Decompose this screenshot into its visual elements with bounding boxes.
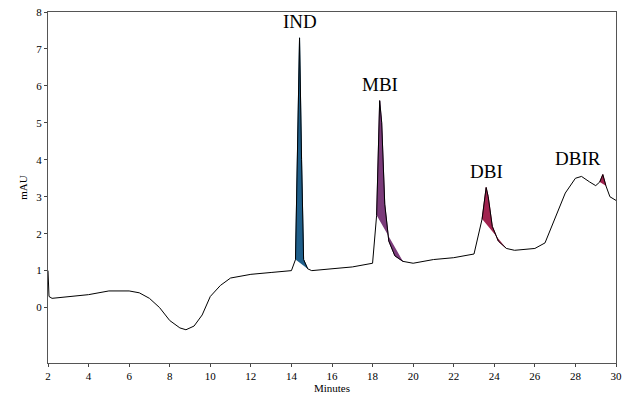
svg-text:8: 8 [167, 370, 173, 382]
svg-text:DBI: DBI [470, 161, 503, 182]
svg-text:30: 30 [611, 370, 623, 382]
svg-text:DBIR: DBIR [555, 148, 601, 169]
svg-text:6: 6 [126, 370, 132, 382]
svg-text:Minutes: Minutes [314, 382, 350, 394]
svg-text:2: 2 [36, 228, 42, 240]
svg-text:6: 6 [36, 80, 42, 92]
svg-text:MBI: MBI [362, 74, 398, 95]
svg-text:2: 2 [45, 370, 51, 382]
svg-text:26: 26 [529, 370, 541, 382]
svg-text:10: 10 [205, 370, 217, 382]
svg-text:1: 1 [36, 264, 42, 276]
svg-text:5: 5 [36, 117, 42, 129]
svg-text:20: 20 [408, 370, 420, 382]
svg-text:IND: IND [283, 11, 317, 32]
svg-text:3: 3 [36, 191, 42, 203]
svg-text:7: 7 [36, 43, 42, 55]
svg-text:24: 24 [489, 370, 501, 382]
svg-text:14: 14 [286, 370, 298, 382]
svg-text:22: 22 [448, 370, 459, 382]
svg-text:18: 18 [367, 370, 379, 382]
svg-text:mAU: mAU [17, 175, 29, 200]
svg-text:4: 4 [86, 370, 92, 382]
svg-text:28: 28 [570, 370, 582, 382]
svg-text:16: 16 [327, 370, 339, 382]
svg-text:4: 4 [36, 154, 42, 166]
svg-text:8: 8 [36, 6, 42, 18]
svg-text:0: 0 [36, 301, 42, 313]
svg-text:12: 12 [245, 370, 256, 382]
